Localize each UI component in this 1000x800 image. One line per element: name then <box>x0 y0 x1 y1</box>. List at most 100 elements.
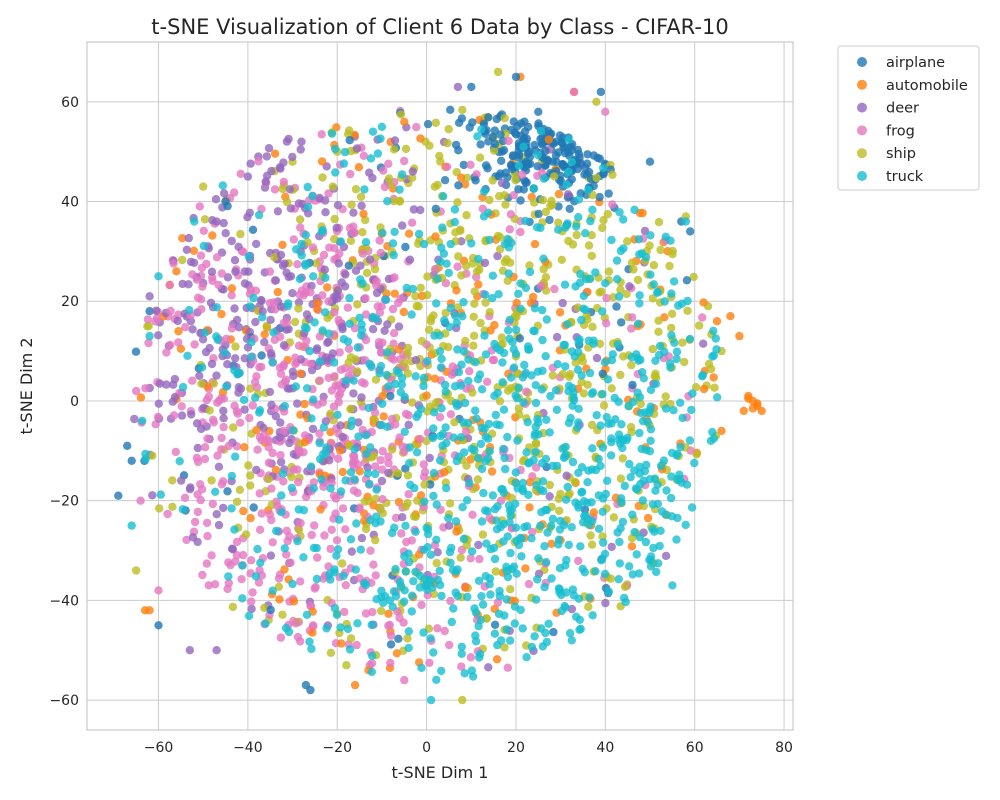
point-truck <box>676 442 685 452</box>
point-truck <box>376 361 386 371</box>
point-deer <box>219 503 228 513</box>
point-truck <box>505 636 515 645</box>
point-truck <box>574 213 583 222</box>
point-ship <box>604 267 614 276</box>
point-frog <box>378 338 387 347</box>
point-deer <box>288 152 297 162</box>
point-truck <box>220 348 229 357</box>
point-truck <box>414 410 423 419</box>
point-frog <box>232 551 241 560</box>
point-truck <box>367 362 376 372</box>
point-truck <box>600 358 610 367</box>
point-truck <box>638 496 648 505</box>
point-automobile <box>416 134 425 143</box>
point-airplane <box>498 147 507 156</box>
point-truck <box>561 603 570 612</box>
point-truck <box>534 554 543 563</box>
point-truck <box>478 600 488 609</box>
point-frog <box>378 465 387 474</box>
point-deer <box>230 256 240 265</box>
point-truck <box>340 147 350 157</box>
point-airplane <box>598 369 607 378</box>
point-truck <box>565 629 575 638</box>
point-airplane <box>127 456 136 465</box>
point-frog <box>302 336 311 345</box>
point-frog <box>419 460 428 469</box>
point-truck <box>524 459 533 468</box>
point-frog <box>255 363 264 372</box>
point-airplane <box>560 148 570 158</box>
point-automobile <box>208 231 217 240</box>
point-truck <box>474 622 483 631</box>
point-frog <box>531 463 541 472</box>
point-truck <box>341 376 351 385</box>
point-ship <box>458 105 467 115</box>
point-deer <box>264 144 274 153</box>
point-deer <box>211 195 221 204</box>
point-frog <box>308 243 318 252</box>
point-truck <box>632 485 642 494</box>
point-frog <box>446 410 456 419</box>
point-ship <box>525 261 534 270</box>
point-truck <box>628 397 638 407</box>
point-frog <box>407 218 417 227</box>
point-ship <box>244 461 253 470</box>
point-truck <box>389 251 398 260</box>
point-deer <box>240 354 249 363</box>
point-ship <box>450 418 459 427</box>
point-frog <box>224 441 233 451</box>
point-ship <box>636 399 645 409</box>
point-truck <box>429 491 438 501</box>
point-truck <box>638 368 647 377</box>
point-ship <box>207 476 216 485</box>
x-tick-label: 40 <box>596 740 614 756</box>
point-truck <box>688 389 697 398</box>
point-ship <box>493 67 503 77</box>
point-airplane <box>145 307 154 316</box>
point-ship <box>282 197 292 207</box>
point-airplane <box>476 140 485 149</box>
point-ship <box>330 234 339 244</box>
point-truck <box>447 543 456 553</box>
point-deer <box>390 136 400 145</box>
point-ship <box>205 406 214 415</box>
point-frog <box>264 458 274 467</box>
point-truck <box>504 326 513 335</box>
point-automobile <box>136 393 146 402</box>
point-truck <box>542 315 551 324</box>
point-truck <box>682 480 692 489</box>
point-deer <box>266 551 276 560</box>
point-ship <box>132 566 141 575</box>
point-ship <box>168 476 177 485</box>
point-ship <box>470 299 479 308</box>
point-truck <box>303 182 312 192</box>
point-deer <box>177 476 186 485</box>
point-truck <box>641 537 651 547</box>
x-tick-label: −20 <box>322 740 352 756</box>
point-ship <box>318 173 327 182</box>
point-truck <box>577 487 587 496</box>
point-deer <box>207 359 217 369</box>
point-truck <box>333 545 343 554</box>
point-ship <box>294 304 303 313</box>
point-deer <box>162 380 171 389</box>
point-truck <box>278 469 288 478</box>
point-truck <box>419 239 429 249</box>
point-truck <box>645 447 655 456</box>
point-ship <box>667 323 676 333</box>
point-deer <box>212 646 221 655</box>
point-ship <box>241 530 251 539</box>
point-truck <box>251 393 260 402</box>
point-truck <box>178 505 187 514</box>
point-frog <box>628 313 637 322</box>
point-truck <box>685 436 695 445</box>
point-truck <box>650 527 659 536</box>
point-automobile <box>554 189 564 199</box>
point-ship <box>287 472 296 482</box>
point-frog <box>524 579 534 589</box>
point-automobile <box>492 655 502 664</box>
point-truck <box>272 526 281 536</box>
point-deer <box>333 201 343 210</box>
point-truck <box>423 543 432 552</box>
point-automobile <box>378 392 387 401</box>
